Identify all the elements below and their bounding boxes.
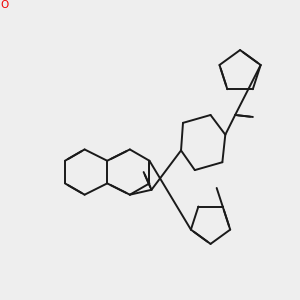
Text: O: O <box>0 0 8 10</box>
Text: O: O <box>1 0 9 10</box>
Text: N: N <box>0 0 8 10</box>
Text: N: N <box>1 0 8 10</box>
Text: O: O <box>1 0 9 10</box>
Text: S: S <box>1 1 8 10</box>
Text: N: N <box>1 0 8 10</box>
